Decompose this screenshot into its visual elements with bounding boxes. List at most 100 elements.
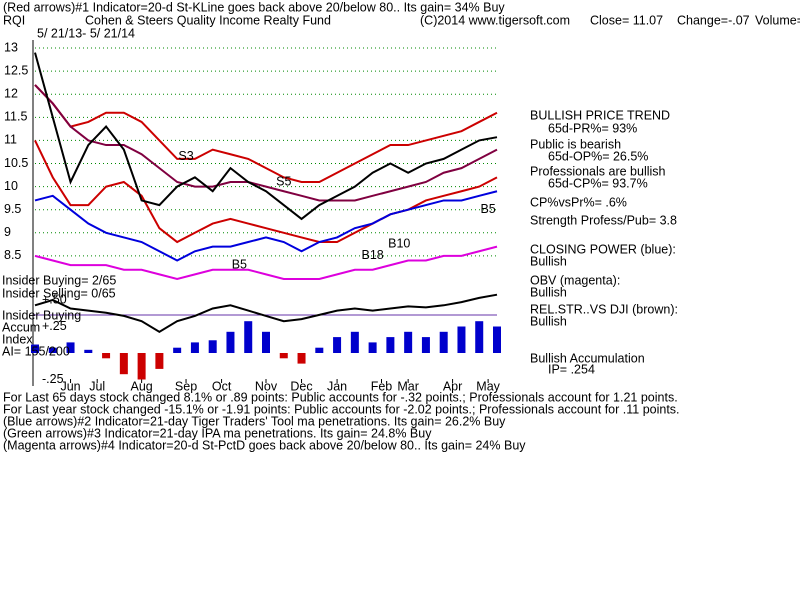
summary-text: Bullish Accumulation bbox=[530, 351, 645, 365]
accum-bar bbox=[190, 342, 199, 353]
series-line bbox=[34, 84, 498, 202]
accum-bar bbox=[31, 344, 39, 353]
panel-label: Accum bbox=[2, 320, 40, 334]
accum-bar bbox=[262, 331, 270, 353]
volume: Volume= bbox=[755, 13, 800, 27]
accum-bar bbox=[102, 353, 111, 359]
x-tick-label: Jun bbox=[60, 379, 80, 393]
accum-bar bbox=[297, 353, 306, 364]
footer-line: (Blue arrows)#2 Indicator=21-day Tiger T… bbox=[3, 414, 506, 428]
accum-bar bbox=[350, 331, 359, 353]
accum-bar bbox=[84, 349, 93, 353]
panel-label: Insider Buying= 2/65 bbox=[2, 273, 116, 287]
summary-text: CP%vsPr%= .6% bbox=[530, 195, 627, 209]
accum-bar bbox=[333, 337, 342, 353]
accum-bar bbox=[475, 321, 484, 353]
accum-bar bbox=[315, 347, 324, 353]
x-tick-label: Jul bbox=[89, 379, 105, 393]
footer-line: (Magenta arrows)#4 Indicator=20-d St-Pct… bbox=[3, 438, 526, 452]
fund-name: Cohen & Steers Quality Income Realty Fun… bbox=[85, 13, 331, 27]
y-tick-label: 9.5 bbox=[4, 202, 21, 216]
accum-bar bbox=[421, 337, 430, 353]
x-tick-label: Nov bbox=[255, 379, 278, 393]
series-line bbox=[34, 293, 498, 333]
series-line bbox=[34, 190, 498, 262]
y-tick-label: 12 bbox=[4, 87, 18, 101]
summary-text: CLOSING POWER (blue): bbox=[530, 242, 676, 256]
accum-bar bbox=[173, 347, 182, 353]
summary-text: Bullish bbox=[530, 314, 567, 328]
accum-bar bbox=[386, 337, 395, 353]
x-tick-label: Dec bbox=[290, 379, 312, 393]
accum-bar bbox=[137, 353, 146, 380]
series-line bbox=[34, 84, 498, 183]
series-line bbox=[34, 139, 498, 244]
panel-label: Index bbox=[2, 332, 33, 346]
change: Change=-.07 bbox=[677, 13, 750, 27]
x-tick-label: Mar bbox=[397, 379, 419, 393]
signal-label: S3 bbox=[178, 149, 193, 163]
summary-text: 65d-PR%= 93% bbox=[548, 121, 637, 135]
accum-bar bbox=[439, 331, 448, 353]
symbol: RQI bbox=[3, 13, 25, 27]
x-tick-label: May bbox=[476, 379, 500, 393]
summary-text: IP= .254 bbox=[548, 362, 595, 376]
summary-text: 65d-CP%= 93.7% bbox=[548, 176, 648, 190]
panel-label: Insider Buying bbox=[2, 308, 81, 322]
x-tick-label: Feb bbox=[371, 379, 393, 393]
date-range: 5/ 21/13- 5/ 21/14 bbox=[37, 26, 135, 40]
header-line: (Red arrows)#1 Indicator=20-d St-KLine g… bbox=[3, 0, 505, 14]
summary-text: Bullish bbox=[530, 254, 567, 268]
accum-bar bbox=[208, 340, 217, 353]
summary-text: Public is bearish bbox=[530, 137, 621, 151]
x-tick-label: Aug bbox=[130, 379, 152, 393]
panel-label: Insider Selling= 0/65 bbox=[2, 286, 116, 300]
panel-label: AI= 155/200 bbox=[2, 344, 70, 358]
accum-bar bbox=[493, 326, 501, 353]
x-tick-label: Oct bbox=[212, 379, 232, 393]
signal-label: B5 bbox=[480, 202, 495, 216]
summary-text: 65d-OP%= 26.5% bbox=[548, 149, 648, 163]
footer-line: For Last 65 days stock changed 8.1% or .… bbox=[3, 390, 678, 404]
accum-bar bbox=[279, 353, 288, 359]
accum-bar bbox=[155, 353, 164, 369]
accum-bar bbox=[226, 331, 235, 353]
signal-label: B5 bbox=[232, 257, 247, 271]
footer-line: (Green arrows)#3 Indicator=21-day IPA ma… bbox=[3, 426, 432, 440]
accum-bar bbox=[48, 347, 57, 353]
y-tick-label: 11 bbox=[4, 133, 17, 147]
signal-label: B18 bbox=[361, 248, 383, 262]
y-tick-label: +.25 bbox=[42, 319, 67, 333]
close: Close= 11.07 bbox=[590, 13, 663, 27]
series-line bbox=[34, 245, 498, 281]
accum-bar bbox=[66, 342, 75, 353]
summary-text: BULLISH PRICE TREND bbox=[530, 108, 670, 122]
x-tick-label: Jan bbox=[327, 379, 347, 393]
signal-label: B10 bbox=[388, 237, 410, 251]
y-tick-label: 10.5 bbox=[4, 156, 28, 170]
x-tick-label: Sep bbox=[175, 379, 197, 393]
y-tick-label: 11.5 bbox=[4, 110, 27, 124]
accum-bar bbox=[457, 326, 466, 353]
y-tick-label: 12.5 bbox=[4, 63, 28, 77]
accum-bar bbox=[404, 331, 413, 353]
footer-line: For Last year stock changed -15.1% or -1… bbox=[3, 402, 680, 416]
summary-text: OBV (magenta): bbox=[530, 273, 620, 287]
y-tick-label: 13 bbox=[4, 40, 18, 54]
copyright: (C)2014 www.tigersoft.com bbox=[420, 13, 570, 27]
summary-text: Professionals are bullish bbox=[530, 164, 666, 178]
signal-label: S5 bbox=[276, 174, 291, 188]
accum-bar bbox=[244, 321, 253, 353]
y-tick-label: 9 bbox=[4, 225, 11, 239]
summary-text: REL.STR..VS DJI (brown): bbox=[530, 302, 678, 316]
summary-text: Strength Profess/Pub= 3.8 bbox=[530, 213, 677, 227]
x-tick-label: Apr bbox=[443, 379, 462, 393]
accum-bar bbox=[368, 342, 377, 353]
series-line bbox=[34, 52, 498, 221]
y-tick-label: 8.5 bbox=[4, 248, 21, 262]
y-tick-label: -.25 bbox=[42, 372, 64, 386]
summary-text: Bullish bbox=[530, 285, 567, 299]
y-tick-label: 10 bbox=[4, 179, 18, 193]
